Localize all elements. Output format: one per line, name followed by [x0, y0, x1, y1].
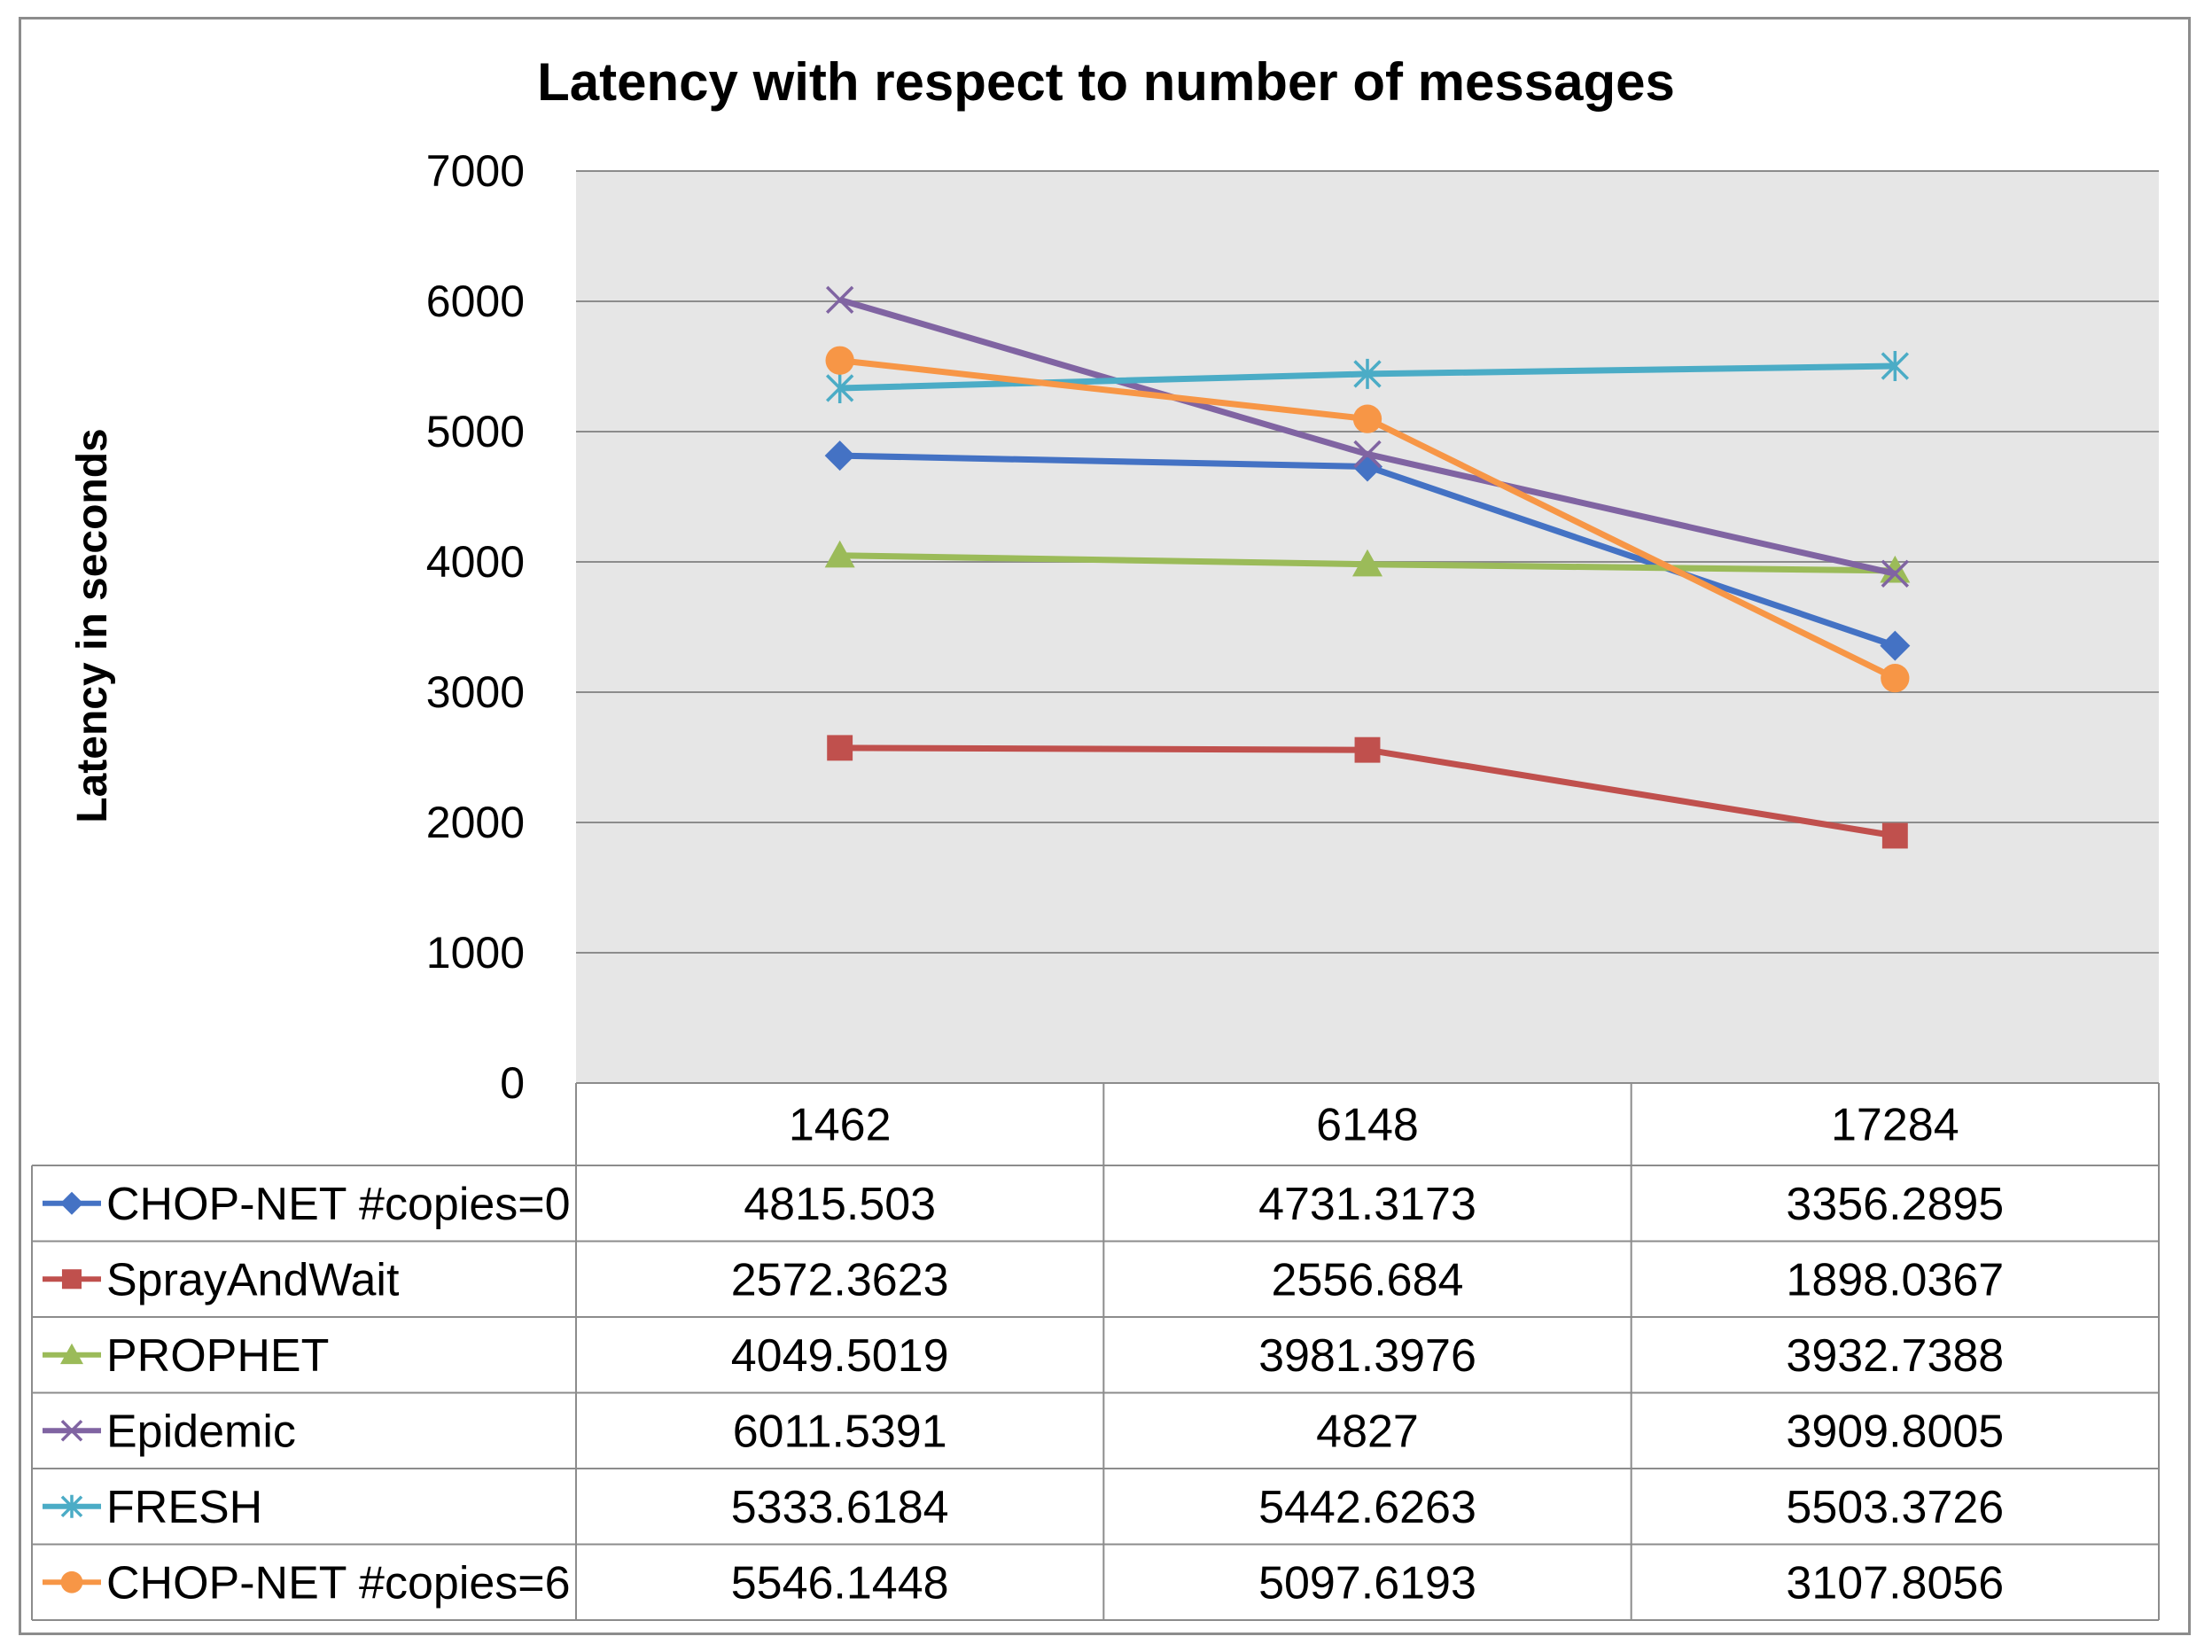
y-tick-label: 0 — [500, 1058, 525, 1108]
y-tick-label: 7000 — [426, 146, 525, 196]
legend-entry: PROPHET — [106, 1330, 329, 1382]
y-tick-label: 1000 — [426, 928, 525, 978]
y-axis-ticks: 0 1000 2000 3000 4000 5000 6000 7000 — [426, 146, 525, 1108]
data-label: 1898.0367 — [1786, 1254, 2004, 1305]
data-point — [1352, 549, 1382, 577]
legend-entry: Epidemic — [106, 1406, 296, 1457]
data-label: 4827 — [1316, 1406, 1419, 1457]
data-point — [825, 346, 854, 375]
legend-marker — [60, 1494, 83, 1518]
legend-key — [43, 1191, 101, 1215]
x-tick-label: 17284 — [1831, 1100, 1959, 1151]
data-point — [1354, 736, 1381, 763]
x-tick-label: 6148 — [1316, 1100, 1419, 1151]
data-point — [827, 735, 853, 761]
data-label: 5546.1448 — [731, 1557, 949, 1609]
data-label: 3981.3976 — [1258, 1330, 1476, 1382]
data-point — [1353, 358, 1382, 389]
data-label: 6011.5391 — [733, 1406, 947, 1457]
x-tick-label: 1462 — [789, 1100, 892, 1151]
legend-entry: CHOP-NET #copies=0 — [106, 1179, 571, 1230]
data-point — [1880, 630, 1911, 661]
data-label: 5442.6263 — [1258, 1482, 1476, 1533]
data-label: 4815.503 — [744, 1179, 936, 1230]
legend-marker — [60, 1570, 83, 1594]
y-tick-label: 3000 — [426, 667, 525, 717]
series-prophet — [824, 540, 1911, 583]
data-point — [824, 540, 855, 568]
data-label: 5333.6184 — [731, 1482, 949, 1533]
data-point — [824, 440, 855, 471]
legend-marker — [60, 1191, 83, 1215]
y-axis-label: Latency in seconds — [69, 428, 116, 822]
data-label: 4731.3173 — [1258, 1179, 1476, 1230]
data-label: 4049.5019 — [731, 1330, 949, 1382]
data-label: 3107.8056 — [1786, 1557, 2004, 1609]
data-point — [825, 285, 854, 314]
data-point — [1880, 555, 1911, 583]
legend-key — [43, 1419, 101, 1442]
data-point — [1881, 351, 1910, 382]
y-tick-label: 5000 — [426, 407, 525, 456]
data-point — [825, 372, 854, 403]
y-tick-label: 6000 — [426, 277, 525, 326]
legend-key — [43, 1269, 101, 1290]
data-point — [1353, 440, 1382, 469]
legend-marker — [60, 1343, 83, 1365]
legend-marker — [60, 1419, 83, 1442]
legend-key — [43, 1570, 101, 1594]
y-tick-label: 2000 — [426, 798, 525, 847]
data-point — [1881, 664, 1910, 693]
data-point — [1352, 451, 1382, 482]
data-label: 3356.2895 — [1786, 1179, 2004, 1230]
y-tick-label: 4000 — [426, 537, 525, 587]
legend-entry: CHOP-NET #copies=6 — [106, 1557, 571, 1609]
series-chop-net-copies-0 — [824, 440, 1911, 661]
legend-entry: FRESH — [106, 1482, 262, 1533]
legend-key — [43, 1494, 101, 1518]
plot-area — [576, 171, 2159, 1083]
data-point — [1352, 404, 1382, 433]
series-chop-net-copies-6 — [825, 346, 1910, 693]
series-epidemic — [825, 285, 1910, 588]
data-label: 3932.7388 — [1786, 1330, 2004, 1382]
data-label: 3909.8005 — [1786, 1406, 2004, 1457]
data-label: 5097.6193 — [1258, 1557, 1476, 1609]
data-table: 1462 6148 17284 CHOP-NET #copies=0 4815.503 4… — [31, 1082, 2160, 1621]
series-sprayandwait — [827, 735, 1908, 849]
series-lines — [824, 285, 1911, 849]
data-label: 2556.684 — [1272, 1254, 1464, 1305]
legend-entry: SprayAndWait — [106, 1254, 400, 1305]
data-label: 5503.3726 — [1786, 1482, 2004, 1533]
data-point — [1881, 559, 1910, 588]
legend-marker — [61, 1269, 82, 1290]
data-point — [1881, 822, 1908, 849]
chart-title: Latency with respect to number of messag… — [537, 52, 1675, 112]
data-label: 2572.3623 — [731, 1254, 949, 1305]
series-fresh — [825, 351, 1910, 403]
legend-key — [43, 1343, 101, 1365]
